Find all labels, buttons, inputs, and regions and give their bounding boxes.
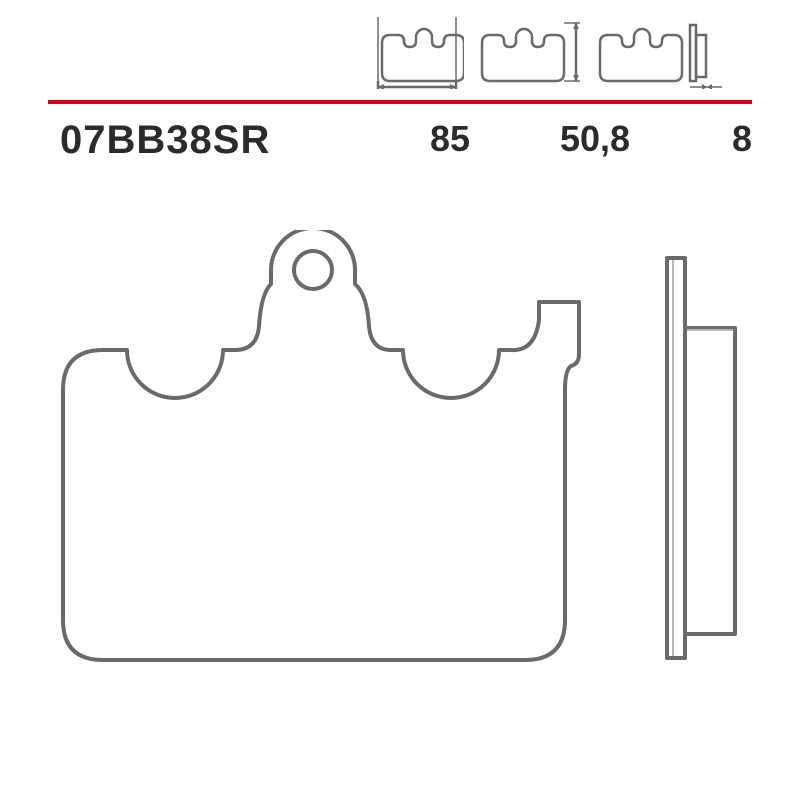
section-divider	[48, 100, 752, 104]
technical-drawing	[55, 230, 760, 760]
width-dimension-icon	[370, 15, 464, 89]
part-number: 07BB38SR	[60, 118, 270, 163]
dimension-width: 85	[430, 118, 470, 160]
dimension-height: 50,8	[560, 118, 630, 160]
dimension-thickness: 8	[732, 118, 752, 160]
height-dimension-icon	[476, 15, 582, 89]
spec-row: 07BB38SR 85 50,8 8	[60, 118, 740, 163]
brake-pad-side-view	[667, 258, 735, 658]
thickness-dimension-icon	[594, 15, 724, 89]
dimension-icons	[370, 15, 724, 89]
brake-pad-front-view	[63, 230, 579, 660]
